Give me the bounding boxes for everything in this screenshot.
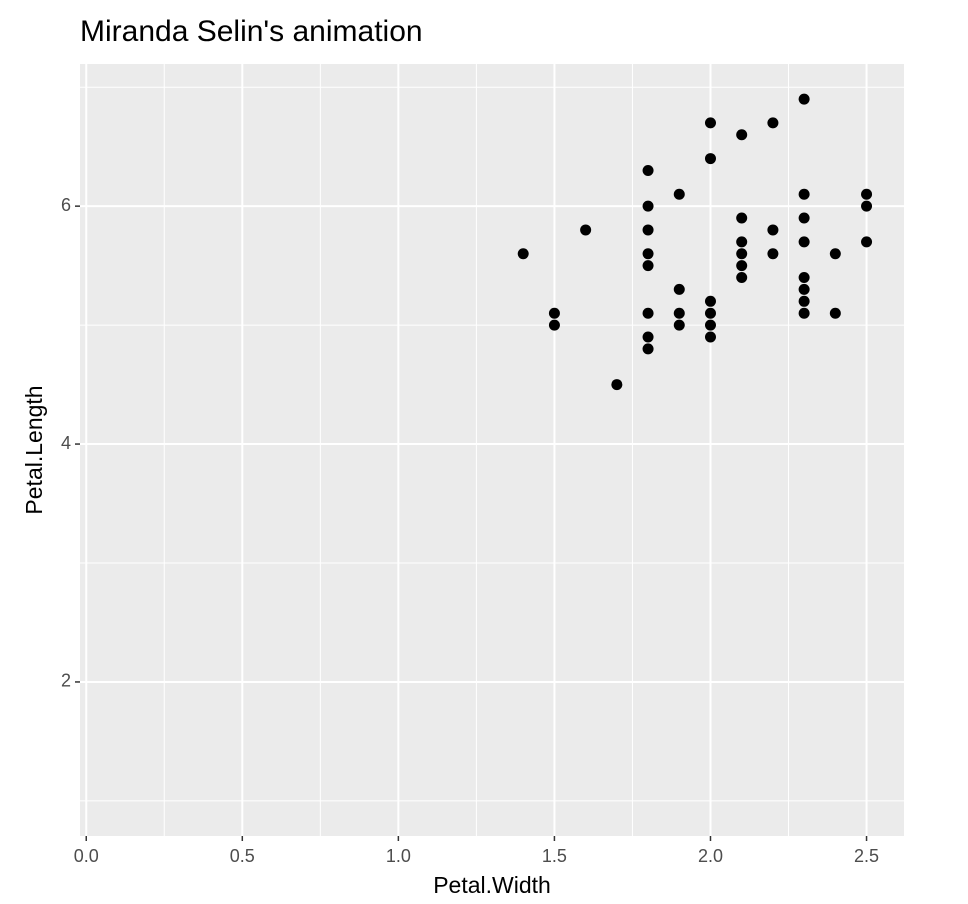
point xyxy=(580,224,592,236)
point xyxy=(736,212,748,224)
point xyxy=(861,188,873,200)
x-tick-label: 2.5 xyxy=(854,846,879,866)
point xyxy=(642,331,654,343)
point xyxy=(861,236,873,248)
panel xyxy=(80,64,904,836)
point xyxy=(642,260,654,272)
point xyxy=(798,307,810,319)
x-tick-label: 0.5 xyxy=(230,846,255,866)
point xyxy=(736,260,748,272)
point xyxy=(673,188,685,200)
point xyxy=(736,272,748,284)
point xyxy=(673,283,685,295)
y-tick-label: 6 xyxy=(61,195,71,215)
point xyxy=(673,307,685,319)
point xyxy=(798,295,810,307)
y-tick-label: 4 xyxy=(61,433,71,453)
point xyxy=(704,153,716,165)
point xyxy=(829,307,841,319)
x-tick-label: 1.5 xyxy=(542,846,567,866)
point xyxy=(548,319,560,331)
point xyxy=(642,248,654,260)
point xyxy=(642,343,654,355)
x-tick-label: 1.0 xyxy=(386,846,411,866)
point xyxy=(798,188,810,200)
point xyxy=(829,248,841,260)
point xyxy=(798,212,810,224)
point xyxy=(798,236,810,248)
point xyxy=(642,164,654,176)
point xyxy=(642,307,654,319)
chart-title: Miranda Selin's animation xyxy=(80,15,423,48)
point xyxy=(611,379,623,391)
point xyxy=(517,248,529,260)
point xyxy=(704,307,716,319)
point xyxy=(798,283,810,295)
point xyxy=(673,319,685,331)
x-tick-label: 0.0 xyxy=(74,846,99,866)
point xyxy=(798,272,810,284)
point xyxy=(704,117,716,129)
point xyxy=(642,224,654,236)
point xyxy=(861,200,873,212)
x-axis-title: Petal.Width xyxy=(433,872,551,898)
point xyxy=(767,224,779,236)
point xyxy=(704,331,716,343)
y-axis-title: Petal.Length xyxy=(21,385,47,514)
point xyxy=(704,295,716,307)
point xyxy=(767,117,779,129)
point xyxy=(767,248,779,260)
point xyxy=(548,307,560,319)
point xyxy=(642,200,654,212)
point xyxy=(798,93,810,105)
point xyxy=(736,129,748,141)
point xyxy=(704,319,716,331)
y-tick-label: 2 xyxy=(61,671,71,691)
x-tick-label: 2.0 xyxy=(698,846,723,866)
point xyxy=(736,236,748,248)
point xyxy=(736,248,748,260)
